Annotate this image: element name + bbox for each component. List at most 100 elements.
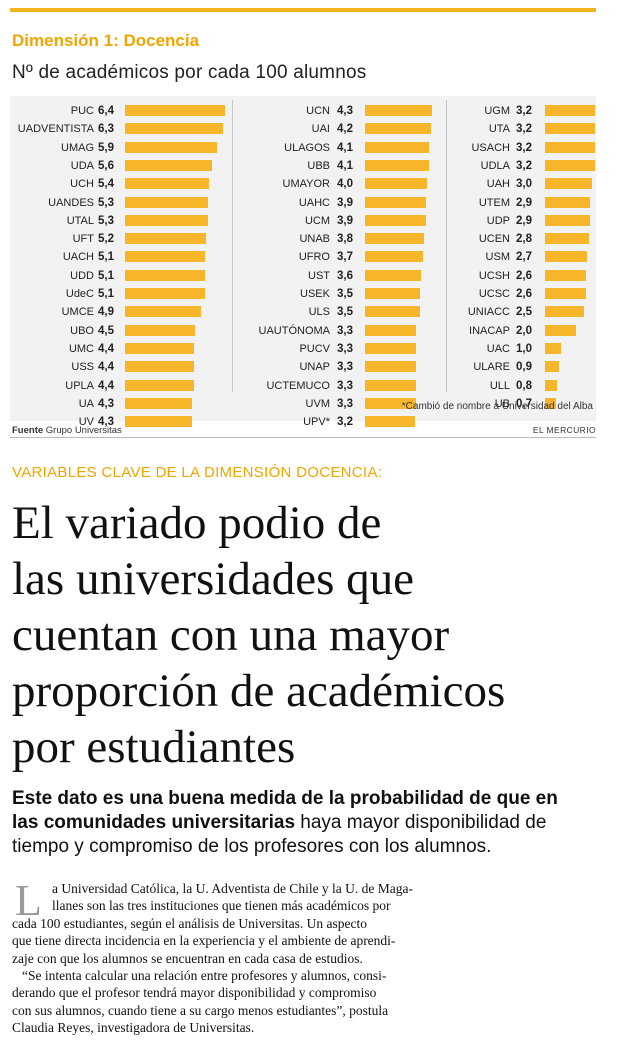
bar-value-label: 3,9 (337, 196, 353, 209)
bar-value-label: 5,6 (98, 159, 114, 172)
bar (125, 233, 207, 245)
bar-category-label: UCM (304, 214, 330, 227)
bar-category-label: UDD (70, 269, 94, 282)
bar (545, 324, 577, 336)
bar-value-label: 2,6 (516, 269, 532, 282)
bar (365, 123, 431, 135)
bar (365, 196, 426, 208)
headline-line: El variado podio de (12, 497, 382, 549)
bar-category-label: UVM (305, 397, 330, 410)
headline-line: las universidades que (12, 553, 415, 605)
bar-value-label: 4,1 (337, 159, 353, 172)
deck-line: tiempo y compromiso de los profesores co… (12, 836, 492, 857)
bar-category-label: UAC (486, 342, 510, 355)
bar (545, 288, 586, 299)
bar-value-label: 4,3 (98, 416, 114, 429)
bar (545, 342, 561, 354)
bar-value-label: 4,5 (98, 324, 114, 337)
bar-value-label: 2,0 (516, 324, 532, 337)
bar (125, 141, 218, 153)
bar-category-label: UDA (70, 159, 94, 172)
bar (125, 214, 208, 226)
headline-line: por estudiantes (12, 721, 296, 773)
bar-category-label: UFT (72, 233, 94, 246)
bar-value-label: 5,1 (98, 269, 114, 282)
deck-line: Este dato es una buena medida de la prob… (12, 788, 558, 809)
bar-category-label: UV (78, 416, 94, 429)
bar (125, 269, 205, 281)
body-line: derando que el profesor tendrá mayor dis… (12, 985, 377, 1001)
bar-category-label: UCH (70, 178, 94, 191)
bar-value-label: 3,5 (337, 288, 353, 300)
bar-value-label: 5,3 (98, 196, 114, 209)
bar-value-label: 4,1 (337, 141, 353, 154)
chart-footnote: *Cambió de nombre a Universidad del Alba (401, 401, 593, 412)
dimension-title: Dimensión 1: Docencia (12, 31, 200, 50)
bar-category-label: UFRO (298, 251, 330, 264)
bar (125, 306, 202, 318)
bar-category-label: ULAGOS (284, 141, 330, 154)
bar-category-label: UB (494, 397, 510, 410)
deck-line-rest: haya mayor disponibilidad de (295, 812, 547, 833)
bar (545, 233, 589, 245)
bar-value-label: 4,3 (98, 397, 114, 410)
bar-category-label: UCTEMUCO (266, 379, 330, 392)
bar (125, 123, 224, 135)
bar (365, 141, 429, 153)
bar-category-label: UdeC (65, 288, 94, 300)
column-divider (446, 100, 447, 392)
bar (365, 178, 428, 190)
bar (125, 196, 208, 208)
bar-value-label: 4,2 (337, 123, 353, 136)
bar (125, 288, 205, 299)
headline-line: proporción de académicos (12, 665, 506, 717)
bar-category-label: UBB (307, 159, 330, 172)
bar-value-label: 2,5 (516, 306, 532, 319)
bar (545, 379, 558, 391)
bar-value-label: 0,7 (516, 397, 532, 410)
bar (365, 214, 426, 226)
bar (365, 416, 415, 428)
bar-category-label: UTA (488, 123, 510, 136)
body-line: que tiene directa incidencia en la exper… (12, 933, 396, 949)
bar (125, 342, 194, 354)
article-body: a Universidad Católica, la U. Adventista… (12, 880, 612, 1037)
bar-category-label: USACH (471, 141, 510, 154)
bar (545, 105, 595, 116)
bar-value-label: 1,0 (516, 342, 532, 355)
bar-category-label: UAHC (298, 196, 330, 209)
bar (545, 196, 591, 208)
bar-value-label: 4,3 (337, 105, 353, 117)
bar (125, 178, 210, 190)
body-line: Claudia Reyes, investigadora de Universi… (12, 1020, 255, 1036)
bar-value-label: 3,0 (516, 178, 532, 191)
bar (365, 269, 422, 281)
bar-value-label: 3,2 (516, 141, 532, 154)
bar-value-label: 3,3 (337, 324, 353, 337)
headline-line: cuentan con una mayor (12, 609, 450, 661)
bar-value-label: 3,9 (337, 214, 353, 227)
bar-value-label: 3,2 (516, 105, 532, 117)
bar-category-label: UADVENTISTA (17, 123, 94, 136)
source-value: Grupo Universitas (45, 425, 122, 436)
bar (125, 397, 193, 409)
bar-value-label: 4,9 (98, 306, 114, 319)
body-line: con sus alumnos, cuando tiene a su cargo… (12, 1002, 389, 1018)
bar-category-label: UST (308, 269, 330, 282)
bar (125, 324, 196, 336)
bar-category-label: UNAB (299, 233, 330, 246)
bar (365, 379, 417, 391)
bar (545, 214, 591, 226)
bar-value-label: 3,2 (516, 159, 532, 172)
bar-value-label: 5,2 (98, 233, 114, 246)
bar-value-label: 3,3 (337, 379, 353, 392)
bar-category-label: UDLA (480, 159, 510, 172)
bar-value-label: 2,8 (516, 233, 532, 246)
bar-category-label: UCEN (478, 233, 510, 246)
bar-value-label: 2,9 (516, 214, 532, 227)
bar-value-label: 3,8 (337, 233, 353, 246)
bar-value-label: 5,1 (98, 288, 114, 300)
bar-category-label: UCN (306, 105, 330, 117)
bar (125, 361, 194, 373)
bar-category-label: UCSC (478, 288, 510, 300)
